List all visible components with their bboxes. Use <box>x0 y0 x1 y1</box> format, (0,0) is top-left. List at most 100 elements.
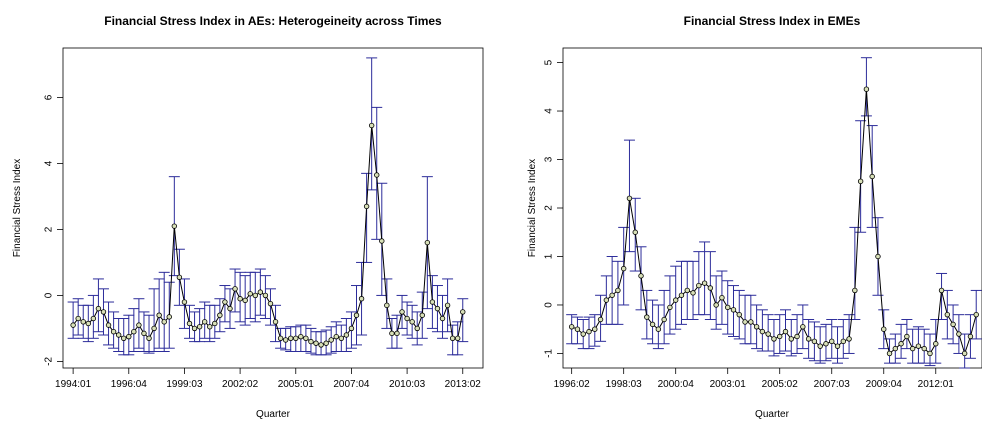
data-point <box>805 336 812 342</box>
data-point <box>358 296 365 302</box>
data-point <box>696 282 702 289</box>
data-point <box>414 325 420 332</box>
data-point <box>817 343 823 349</box>
data-point <box>424 239 431 246</box>
data-point <box>146 335 152 342</box>
data-point <box>788 336 794 342</box>
data-point <box>869 173 875 180</box>
data-point <box>141 330 147 337</box>
data-point <box>909 345 916 352</box>
data-point <box>90 315 97 322</box>
data-point <box>272 319 279 325</box>
chart-left-y-axis: -2 0 2 4 6 <box>44 94 63 366</box>
data-point <box>323 340 329 346</box>
error-bar <box>158 271 170 353</box>
data-point <box>667 304 673 311</box>
data-point <box>701 280 708 286</box>
data-point <box>782 328 789 335</box>
data-point <box>938 287 945 294</box>
error-bar <box>936 272 948 321</box>
x-tick-label: 2010:03 <box>389 379 426 390</box>
data-point <box>898 341 904 347</box>
error-bar <box>143 314 155 354</box>
data-point <box>852 287 858 294</box>
error-bar <box>843 314 855 354</box>
x-tick-label: 2003:01 <box>710 379 747 390</box>
data-point <box>212 320 218 327</box>
data-point <box>308 338 314 345</box>
data-point <box>343 332 350 338</box>
data-point <box>800 324 806 330</box>
data-point <box>374 172 380 178</box>
data-point <box>95 305 102 312</box>
data-point <box>672 297 679 303</box>
data-point <box>460 309 466 315</box>
data-point <box>313 340 319 346</box>
data-point <box>881 326 887 332</box>
error-bar <box>699 241 711 316</box>
data-point <box>626 195 633 202</box>
data-point <box>811 338 818 345</box>
data-point <box>609 292 615 298</box>
data-point <box>242 297 248 304</box>
data-point <box>257 289 264 295</box>
data-point <box>736 311 742 318</box>
data-point <box>70 322 76 328</box>
y-tick-label: 3 <box>544 156 555 162</box>
data-point <box>748 319 754 325</box>
data-point <box>829 338 835 345</box>
data-point <box>973 311 979 318</box>
chart-right-x-axis: 1996:02 1998:03 2000:04 2003:01 2005:02 2007:… <box>554 368 954 390</box>
y-tick-label: 0 <box>544 302 555 308</box>
data-point <box>131 329 137 335</box>
data-point <box>632 229 638 235</box>
y-tick-label: 4 <box>44 160 55 166</box>
data-point <box>586 328 592 335</box>
data-point <box>186 320 193 327</box>
x-tick-label: 1996:02 <box>554 379 591 390</box>
chart-left: Financial Stress Index in AEs: Heterogei… <box>12 14 484 420</box>
data-point <box>620 265 627 272</box>
data-point <box>217 312 223 318</box>
data-point <box>730 307 737 313</box>
error-bar <box>148 288 160 353</box>
data-point <box>840 338 846 345</box>
data-point <box>247 291 253 297</box>
data-point <box>303 335 309 342</box>
error-bar <box>92 278 104 333</box>
data-point <box>409 319 415 325</box>
data-point <box>678 292 685 298</box>
data-point <box>293 335 299 342</box>
x-tick-label: 2007:04 <box>333 379 370 390</box>
data-point <box>282 337 289 343</box>
data-point <box>444 302 451 309</box>
data-point <box>252 292 258 299</box>
data-point <box>333 333 339 340</box>
data-point <box>649 321 656 328</box>
data-point <box>690 290 696 296</box>
error-bar <box>67 301 79 339</box>
y-tick-label: -1 <box>544 349 555 358</box>
x-tick-label: 1994:01 <box>55 379 92 390</box>
data-point <box>765 331 771 337</box>
x-tick-label: 2005:02 <box>762 379 799 390</box>
data-point <box>227 305 233 312</box>
data-point <box>863 86 870 92</box>
data-point <box>348 325 355 332</box>
data-point <box>338 335 345 342</box>
data-point <box>121 335 127 342</box>
x-tick-label: 1998:03 <box>606 379 643 390</box>
data-point <box>126 333 132 340</box>
x-tick-label: 1996:04 <box>111 379 148 390</box>
data-point <box>684 287 690 294</box>
data-point <box>771 336 777 342</box>
x-tick-label: 2005:01 <box>278 379 315 390</box>
data-point <box>759 328 766 335</box>
data-point <box>277 335 284 342</box>
data-point <box>655 326 662 332</box>
data-point <box>196 324 203 330</box>
data-point <box>318 342 324 348</box>
x-tick-label: 2007:03 <box>814 379 851 390</box>
chart-left-plot-box <box>62 47 484 369</box>
x-tick-label: 2013:02 <box>445 379 482 390</box>
